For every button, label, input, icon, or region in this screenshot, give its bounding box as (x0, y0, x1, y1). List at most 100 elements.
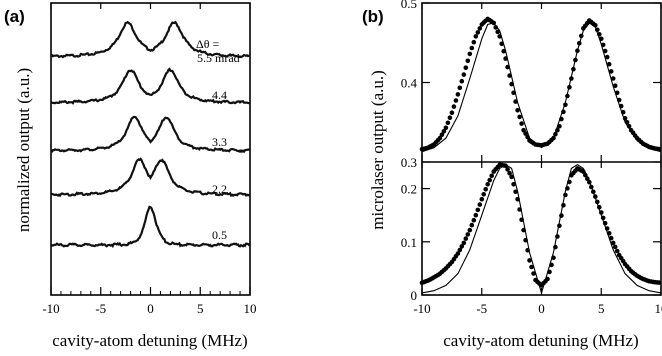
data-point-2 (600, 215, 606, 221)
data-point-1 (519, 121, 524, 126)
data-point-2 (517, 207, 522, 212)
data-point-1 (602, 48, 608, 54)
data-point-1 (513, 99, 518, 104)
data-point-2 (481, 192, 487, 197)
x-tick-label-a: 10 (244, 301, 257, 316)
y-tick-label-b: 0.4 (401, 76, 418, 91)
data-point-1 (453, 98, 459, 103)
data-point-1 (622, 116, 628, 121)
data-point-2 (531, 271, 536, 276)
trace-label-1: 5.5 mrad (197, 51, 240, 65)
data-point-1 (656, 146, 662, 152)
data-point-1 (437, 135, 443, 141)
trace-label-4: 2.2 (212, 182, 227, 196)
data-point-2 (475, 207, 481, 213)
data-point-1 (569, 76, 574, 81)
data-point-1 (565, 93, 570, 99)
data-point-1 (511, 90, 516, 96)
data-point-1 (559, 116, 564, 122)
data-point-2 (549, 262, 554, 268)
data-point-2 (595, 199, 600, 205)
data-point-1 (445, 120, 451, 126)
data-point-1 (624, 120, 630, 125)
data-point-2 (561, 203, 566, 208)
data-point-2 (610, 240, 616, 246)
data-point-1 (606, 61, 612, 67)
trace-label-5: 0.5 (212, 228, 227, 242)
data-point-2 (608, 235, 614, 241)
data-point-1 (551, 135, 556, 141)
data-point-1 (612, 83, 618, 88)
x-tick-label-b: 5 (598, 301, 605, 316)
data-point-2 (511, 182, 516, 187)
panel-b-y-tick-labels: 0.3 0.4 0.5 0 0.1 0.2 (401, 0, 418, 303)
data-point-2 (547, 269, 552, 275)
data-point-2 (581, 169, 586, 174)
data-point-1 (451, 104, 457, 109)
panel-b-y-axis-title: microlaser output (a.u.) (368, 70, 387, 230)
panel-a-ticks (50, 3, 251, 295)
data-point-1 (473, 34, 479, 39)
data-point-2 (461, 240, 467, 246)
data-point-2 (567, 179, 572, 185)
data-point-1 (571, 66, 576, 72)
panel-b-data-points (419, 16, 662, 288)
data-point-1 (463, 65, 469, 70)
data-point-2 (471, 217, 477, 223)
data-point-2 (559, 213, 564, 218)
data-point-1 (477, 26, 483, 31)
y-tick-label-b: 0.1 (401, 235, 417, 250)
panel-b-x-axis-title: cavity-atom detuning (MHz) (443, 331, 638, 350)
trace-2 (50, 67, 251, 105)
data-point-2 (463, 236, 469, 241)
data-point-2 (505, 167, 510, 172)
data-point-2 (483, 187, 489, 192)
data-point-1 (499, 41, 505, 47)
data-point-1 (493, 25, 499, 30)
data-point-1 (618, 103, 624, 109)
data-point-1 (457, 85, 463, 91)
data-point-2 (602, 220, 608, 226)
delta-theta-label: Δθ = (196, 37, 219, 51)
data-point-1 (471, 39, 477, 45)
x-tick-label-a: -5 (95, 301, 106, 316)
trace-label-2: 4.4 (212, 88, 227, 102)
data-point-2 (521, 227, 526, 233)
data-point-2 (525, 248, 530, 253)
data-point-2 (553, 244, 558, 250)
data-point-1 (467, 51, 473, 57)
data-point-2 (489, 173, 495, 179)
x-tick-label-a: 0 (147, 301, 154, 316)
x-tick-label-b: 0 (538, 301, 545, 316)
trace-5 (50, 205, 251, 249)
data-point-2 (589, 184, 594, 190)
panel-b: (b) 0.3 0.4 0.5 0 0.1 0.2 -10 -5 0 5 10 cavity-at… (362, 0, 662, 350)
panel-b-label: (b) (362, 7, 384, 26)
data-point-1 (491, 20, 497, 26)
data-point-1 (599, 36, 604, 42)
data-point-2 (455, 251, 461, 256)
data-point-1 (469, 45, 475, 51)
y-tick-label-b: 0.3 (401, 155, 417, 170)
y-tick-label-b: 0.5 (401, 0, 417, 11)
x-tick-label-b: -10 (413, 301, 430, 316)
data-point-1 (610, 76, 616, 81)
data-point-1 (557, 123, 562, 129)
data-point-1 (505, 64, 510, 70)
panel-a-label: (a) (4, 7, 25, 26)
data-point-2 (597, 204, 602, 210)
x-tick-label-a: 5 (197, 301, 204, 316)
data-point-1 (593, 23, 598, 28)
data-point-1 (553, 131, 558, 137)
panel-a-trace-labels: 5.5 mrad 4.4 3.3 2.2 0.5 (197, 51, 240, 242)
data-point-2 (465, 232, 471, 237)
data-point-1 (441, 129, 447, 134)
data-point-2 (457, 247, 463, 253)
data-point-2 (507, 170, 512, 176)
data-point-1 (616, 97, 622, 103)
data-point-2 (519, 217, 524, 223)
data-point-1 (523, 131, 528, 136)
data-point-1 (561, 109, 566, 115)
data-point-2 (604, 226, 610, 231)
